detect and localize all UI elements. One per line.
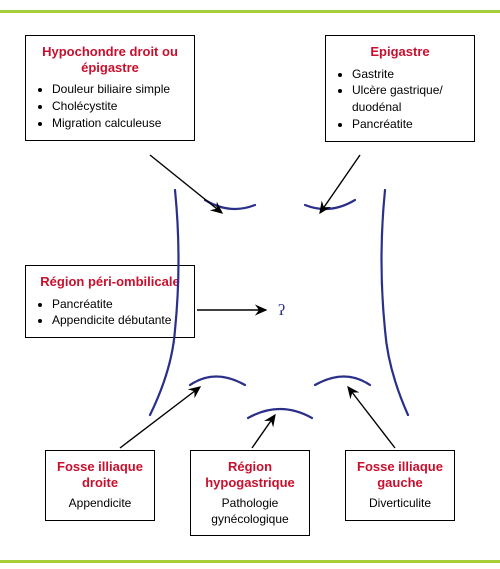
box-title: Epigastre <box>336 44 464 60</box>
list-item: Appendicite débutante <box>52 312 184 329</box>
list-item: Migration calculeuse <box>52 115 184 132</box>
accent-bar-bottom <box>0 560 500 563</box>
box-subtext: Diverticulite <box>356 496 444 512</box>
box-items: Pancréatite Appendicite débutante <box>36 296 184 330</box>
box-items: Gastrite Ulcère gastrique/ duodénal Panc… <box>336 66 464 133</box>
accent-bar-top <box>0 10 500 13</box>
navel-icon: ʔ <box>278 302 285 319</box>
box-epigastre: Epigastre Gastrite Ulcère gastrique/ duo… <box>325 35 475 142</box>
box-subtext: Appendicite <box>56 496 144 512</box>
box-title: Hypochondre droit ou épigastre <box>36 44 184 75</box>
box-fosse-gauche: Fosse illiaque gauche Diverticulite <box>345 450 455 521</box>
box-title: Région hypogastrique <box>201 459 299 490</box>
box-subtext: Pathologie gynécologique <box>201 496 299 527</box>
box-title: Fosse illiaque droite <box>56 459 144 490</box>
box-peri-ombilicale: Région péri-ombilicale Pancréatite Appen… <box>25 265 195 338</box>
box-hypochondre-droit: Hypochondre droit ou épigastre Douleur b… <box>25 35 195 141</box>
list-item: Cholécystite <box>52 98 184 115</box>
box-title: Fosse illiaque gauche <box>356 459 444 490</box>
list-item: Douleur biliaire simple <box>52 81 184 98</box>
list-item: Gastrite <box>352 66 464 83</box>
box-fosse-droite: Fosse illiaque droite Appendicite <box>45 450 155 521</box>
list-item: Pancréatite <box>352 116 464 133</box>
list-item: Pancréatite <box>52 296 184 313</box>
box-hypogastrique: Région hypogastrique Pathologie gynécolo… <box>190 450 310 536</box>
list-item: Ulcère gastrique/ duodénal <box>352 82 464 116</box>
box-items: Douleur biliaire simple Cholécystite Mig… <box>36 81 184 131</box>
box-title: Région péri-ombilicale <box>36 274 184 290</box>
